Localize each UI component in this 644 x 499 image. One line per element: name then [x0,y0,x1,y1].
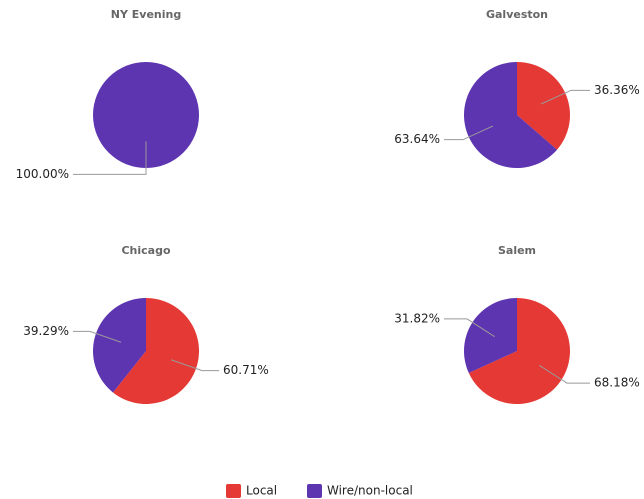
pie-title: Salem [498,244,536,257]
pie-title: NY Evening [111,8,181,21]
leader-line [539,364,590,384]
legend-swatch [307,484,322,498]
pie-slice [93,62,199,168]
data-label: 68.18% [594,376,640,390]
data-label: 60.71% [223,363,269,377]
pie-slice [468,298,571,404]
leader-line [170,359,219,372]
pie-slice [464,62,558,168]
pie-title: Galveston [486,8,548,21]
pie-slice [112,298,200,404]
data-label: 39.29% [23,324,69,338]
pie-slice [517,62,571,150]
leader-line [73,330,122,343]
pie-slice [93,298,146,393]
leader-line [540,89,590,105]
legend-label: Wire/non-local [327,484,413,498]
pie-title: Chicago [121,244,170,257]
data-label: 36.36% [594,83,640,97]
legend-label: Local [246,484,277,498]
data-label: 31.82% [394,311,440,325]
legend-swatch [226,484,241,498]
data-label: 100.00% [16,167,69,181]
leader-line [444,125,494,141]
pie-slice [464,298,517,374]
data-label: 63.64% [394,132,440,146]
leader-line [73,141,147,175]
leader-line [444,318,495,338]
